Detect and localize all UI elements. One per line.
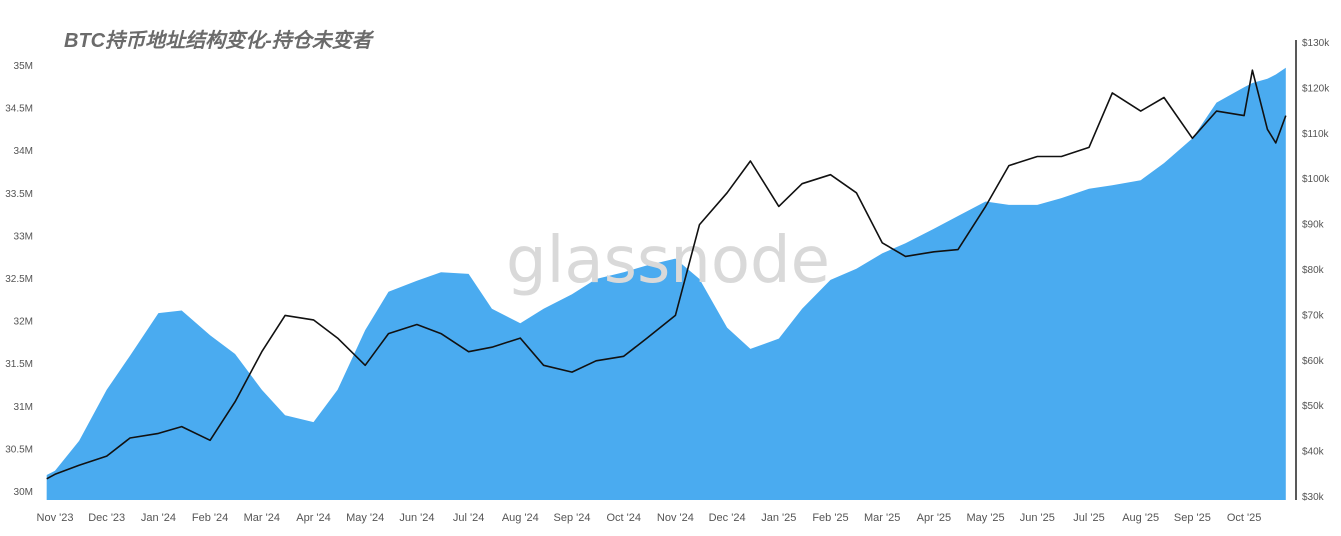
left-axis-tick-label: 32.5M xyxy=(5,274,33,285)
right-axis-tick-label: $40k xyxy=(1302,447,1325,458)
x-axis-tick-label: Sep '25 xyxy=(1174,512,1211,524)
left-axis-tick-label: 31.5M xyxy=(5,359,33,370)
x-axis-tick-label: Oct '25 xyxy=(1227,512,1262,524)
x-axis-tick-label: Jun '24 xyxy=(399,512,434,524)
x-axis-tick-label: Nov '24 xyxy=(657,512,694,524)
x-axis-tick-label: Aug '25 xyxy=(1122,512,1159,524)
x-axis-tick-label: Apr '24 xyxy=(296,512,331,524)
left-axis-tick-label: 35M xyxy=(14,61,33,72)
right-axis-tick-label: $70k xyxy=(1302,310,1325,321)
right-axis-tick-label: $60k xyxy=(1302,356,1325,367)
left-axis-tick-label: 30.5M xyxy=(5,444,33,455)
x-axis-tick-label: Mar '25 xyxy=(864,512,900,524)
x-axis-tick-label: Mar '24 xyxy=(244,512,280,524)
left-axis-tick-label: 30M xyxy=(14,487,33,498)
x-axis-tick-label: Sep '24 xyxy=(554,512,591,524)
x-axis-tick-label: Feb '24 xyxy=(192,512,228,524)
x-axis-tick-label: May '25 xyxy=(967,512,1005,524)
chart-title: BTC持币地址结构变化-持仓未变者 xyxy=(64,30,372,52)
x-axis-tick-label: May '24 xyxy=(346,512,384,524)
x-axis-tick-label: Jan '24 xyxy=(141,512,176,524)
right-axis-tick-label: $120k xyxy=(1302,83,1330,94)
holders-area-series xyxy=(46,67,1286,500)
right-axis-tick-label: $130k xyxy=(1302,38,1330,49)
right-axis-tick-label: $80k xyxy=(1302,265,1325,276)
x-axis-tick-label: Apr '25 xyxy=(917,512,952,524)
right-axis-tick-label: $30k xyxy=(1302,492,1325,503)
left-axis-tick-label: 34M xyxy=(14,146,33,157)
right-axis-tick-label: $50k xyxy=(1302,401,1325,412)
x-axis-tick-label: Jul '24 xyxy=(453,512,484,524)
left-axis-tick-label: 33.5M xyxy=(5,189,33,200)
left-axis-tick-label: 33M xyxy=(14,231,33,242)
x-axis-tick-label: Feb '25 xyxy=(812,512,848,524)
left-axis-tick-label: 32M xyxy=(14,317,33,328)
x-axis-tick-label: Jun '25 xyxy=(1020,512,1055,524)
x-axis-tick-label: Jul '25 xyxy=(1073,512,1104,524)
x-axis-tick-label: Aug '24 xyxy=(502,512,539,524)
x-axis-tick-label: Oct '24 xyxy=(606,512,641,524)
x-axis-tick-label: Dec '24 xyxy=(709,512,746,524)
right-axis-tick-label: $90k xyxy=(1302,220,1325,231)
left-axis-tick-label: 34.5M xyxy=(5,104,33,115)
btc-price-line-series xyxy=(46,69,1287,480)
x-axis-tick-label: Dec '23 xyxy=(88,512,125,524)
x-axis-tick-label: Jan '25 xyxy=(761,512,796,524)
right-axis-tick-label: $110k xyxy=(1302,129,1330,140)
right-axis-tick-label: $100k xyxy=(1302,174,1330,185)
watermark-logo: glassnode xyxy=(506,224,830,298)
x-axis-tick-label: Nov '23 xyxy=(37,512,74,524)
left-axis-tick-label: 31M xyxy=(14,402,33,413)
